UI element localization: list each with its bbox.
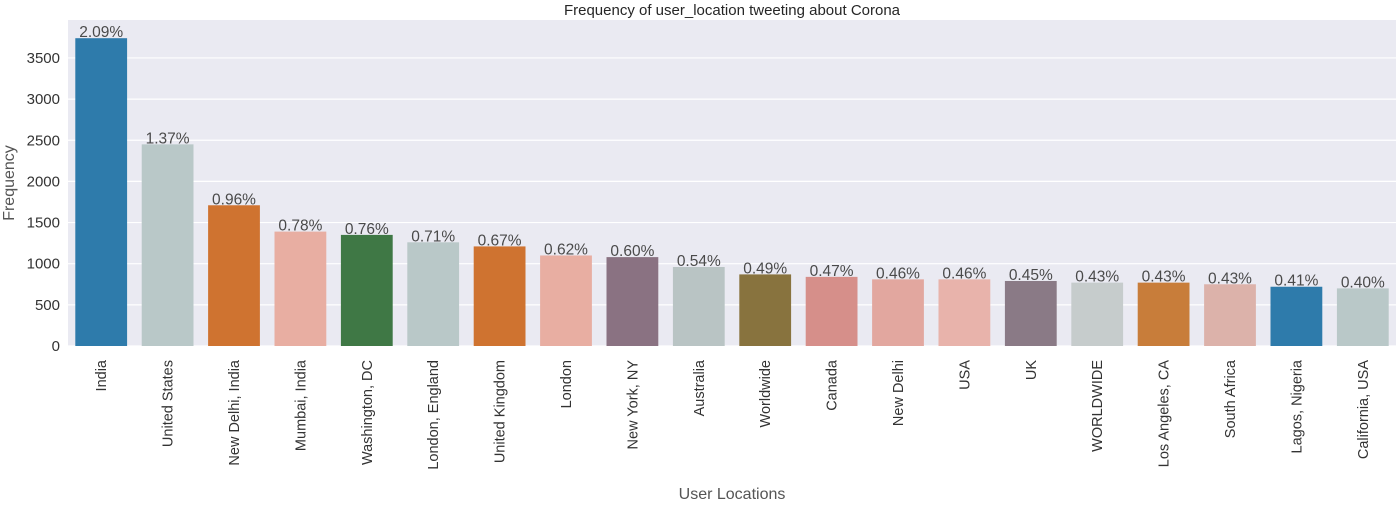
bar-value-label: 0.41% [1274, 273, 1318, 290]
bar-value-label: 0.76% [345, 221, 389, 238]
bar [739, 274, 792, 346]
x-tick-label: New York, NY [625, 360, 641, 450]
bar-value-label: 0.46% [942, 265, 986, 282]
bar-value-label: 0.71% [411, 228, 455, 245]
bar-value-label: 0.43% [1208, 270, 1252, 287]
x-tick-label: Australia [692, 359, 708, 416]
x-tick-label: UK [1024, 360, 1040, 380]
x-tick-label: United Kingdom [493, 360, 509, 463]
x-tick-label: USA [957, 360, 973, 390]
x-tick-label: Canada [825, 359, 841, 411]
y-tick-label: 1000 [27, 256, 60, 273]
x-tick-label: Washington, DC [360, 360, 376, 465]
bar [141, 144, 194, 346]
plot-background [68, 20, 1396, 346]
bar [872, 279, 924, 346]
bar-value-label: 0.96% [212, 191, 256, 208]
chart-title: Frequency of user_location tweeting abou… [564, 2, 901, 19]
x-tick-label: Worldwide [758, 360, 774, 427]
y-tick-label: 3500 [27, 50, 60, 67]
bar-value-label: 0.49% [743, 260, 787, 277]
bar-value-label: 0.67% [478, 232, 522, 249]
bar [75, 38, 128, 346]
bar [938, 279, 991, 346]
bar [1204, 284, 1256, 346]
bar [407, 242, 460, 346]
y-tick-label: 2500 [27, 132, 60, 149]
y-tick-label: 1500 [27, 215, 60, 232]
bar [1270, 286, 1323, 346]
bar-value-label: 0.46% [876, 265, 920, 282]
bar [540, 255, 592, 346]
x-tick-label: London [559, 360, 575, 408]
bar-value-label: 0.43% [1075, 269, 1119, 286]
bar [1004, 280, 1057, 346]
bar [672, 266, 725, 346]
bar [1071, 282, 1124, 346]
x-tick-label: India [94, 359, 110, 391]
y-axis-label: Frequency [1, 145, 18, 221]
x-tick-label: South Africa [1223, 359, 1239, 438]
x-tick-label: United States [161, 360, 177, 447]
bars [75, 38, 1389, 346]
y-tick-label: 0 [52, 338, 60, 355]
bar-value-label: 0.47% [810, 263, 854, 280]
x-tick-label: Mumbai, India [293, 359, 309, 451]
bar-value-label: 0.45% [1009, 267, 1053, 284]
bar-value-label: 0.62% [544, 241, 588, 258]
x-axis-label: User Locations [679, 486, 786, 503]
y-tick-label: 3000 [27, 91, 60, 108]
bar-value-label: 0.60% [610, 243, 654, 260]
bar [274, 231, 327, 346]
x-tick-label: New Delhi, India [227, 359, 243, 466]
y-axis-ticks: 0 500 1000 1500 2000 2500 3000 3500 [27, 50, 60, 355]
bar [340, 234, 393, 346]
bar [805, 276, 858, 346]
bar [208, 205, 260, 346]
bar [1336, 288, 1389, 346]
bar-value-label: 0.43% [1142, 269, 1186, 286]
y-tick-label: 500 [35, 297, 60, 314]
y-tick-label: 2000 [27, 173, 60, 190]
bar-value-label: 1.37% [146, 130, 190, 147]
bar-value-labels: 2.09% 1.37% 0.96% 0.78% 0.76% 0.71% 0.67% 0.62%… [79, 24, 1385, 291]
bar-value-label: 0.54% [677, 253, 721, 270]
x-tick-label: Lagos, Nigeria [1289, 359, 1305, 453]
bar [473, 246, 526, 346]
x-tick-label: Los Angeles, CA [1157, 360, 1173, 468]
bar-value-label: 2.09% [79, 24, 123, 41]
bar-value-label: 0.40% [1341, 274, 1385, 291]
x-axis-ticks: India United States New Delhi, India Mumbai… [94, 359, 1372, 470]
x-tick-label: WORLDWIDE [1090, 360, 1106, 452]
x-tick-label: California, USA [1356, 360, 1372, 459]
x-tick-label: London, England [426, 360, 442, 470]
bar-value-label: 0.78% [278, 218, 322, 235]
bar [606, 257, 659, 346]
bar [1137, 282, 1190, 346]
x-tick-label: New Delhi [891, 360, 907, 426]
